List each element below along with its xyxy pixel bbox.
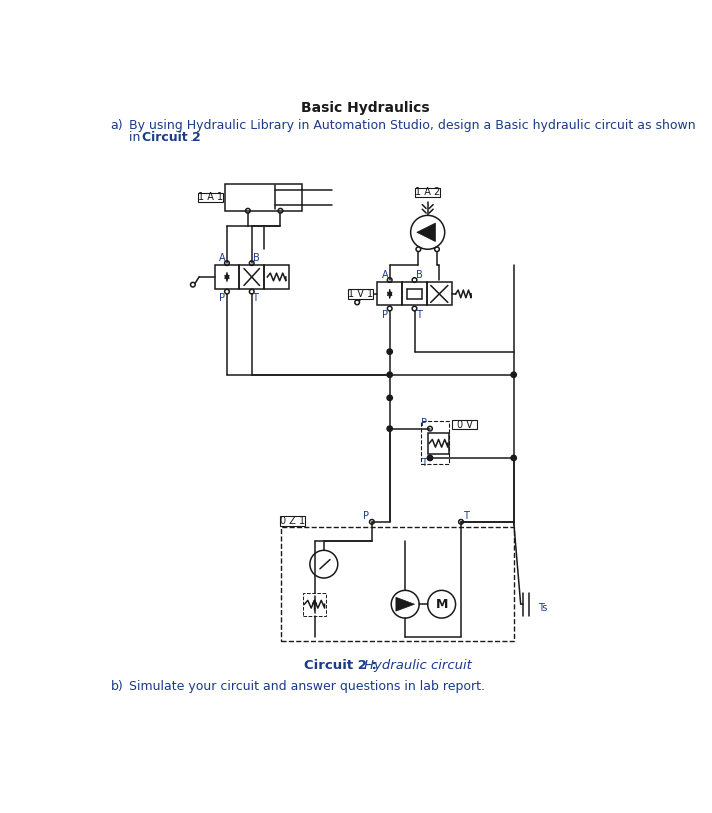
Text: P: P [421, 418, 426, 428]
Bar [224, 184, 302, 211]
Text: a): a) [110, 120, 123, 133]
Bar [264, 265, 289, 289]
Bar [348, 289, 372, 298]
Text: P: P [382, 310, 388, 320]
Bar [198, 193, 223, 202]
Text: 1 A 2: 1 A 2 [415, 187, 440, 198]
Circle shape [387, 426, 392, 432]
Bar [415, 188, 440, 197]
Text: Circuit 2 :: Circuit 2 : [305, 659, 377, 672]
Circle shape [387, 372, 392, 377]
Bar [427, 282, 451, 306]
Bar [452, 420, 477, 429]
Polygon shape [417, 223, 436, 241]
Text: B: B [416, 270, 422, 280]
Bar [428, 433, 449, 454]
Text: T: T [421, 459, 426, 468]
Polygon shape [396, 598, 414, 611]
Text: Hydraulic circuit: Hydraulic circuit [364, 659, 472, 672]
Circle shape [511, 372, 516, 377]
Text: 1 V 1: 1 V 1 [347, 289, 373, 299]
Circle shape [387, 395, 392, 401]
Text: .: . [190, 131, 194, 144]
Bar [303, 593, 326, 615]
Text: P: P [219, 293, 225, 302]
Text: b): b) [110, 680, 123, 693]
Circle shape [511, 455, 516, 461]
Bar [402, 282, 427, 306]
Bar [214, 265, 239, 289]
Bar [281, 527, 513, 641]
Text: 0 Z 1: 0 Z 1 [281, 516, 305, 526]
Bar [281, 516, 305, 526]
Text: T: T [463, 511, 468, 520]
Circle shape [387, 349, 392, 354]
Text: 1 A 1: 1 A 1 [198, 193, 224, 202]
Text: T: T [417, 310, 422, 320]
Text: 0 V: 0 V [457, 420, 473, 430]
Text: Simulate your circuit and answer questions in lab report.: Simulate your circuit and answer questio… [130, 680, 486, 693]
Circle shape [427, 455, 433, 461]
Text: in: in [130, 131, 145, 144]
Text: Circuit 2: Circuit 2 [142, 131, 201, 144]
Text: A: A [219, 253, 226, 263]
Text: P: P [362, 511, 369, 520]
Text: A: A [382, 270, 388, 280]
Bar [377, 282, 402, 306]
Text: Ts: Ts [538, 603, 548, 613]
Text: M: M [436, 598, 448, 611]
Bar [422, 421, 449, 464]
Text: T: T [252, 293, 258, 302]
Text: Basic Hydraulics: Basic Hydraulics [300, 101, 429, 115]
Text: By using Hydraulic Library in Automation Studio, design a Basic hydraulic circui: By using Hydraulic Library in Automation… [130, 120, 696, 133]
Bar [239, 265, 264, 289]
Text: B: B [253, 253, 260, 263]
